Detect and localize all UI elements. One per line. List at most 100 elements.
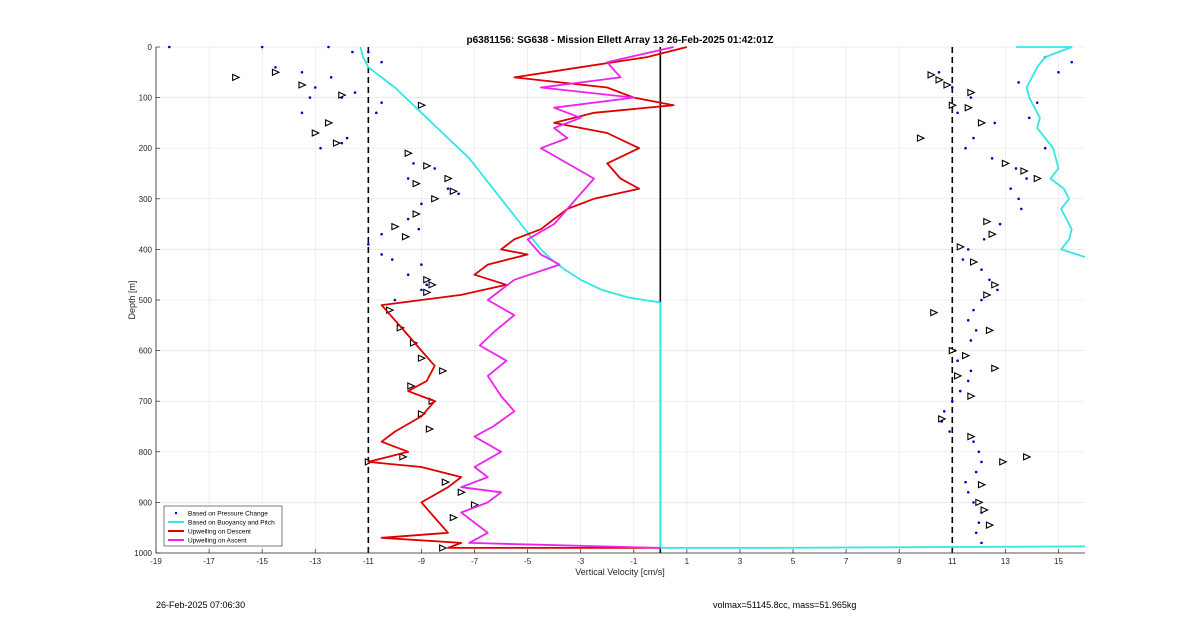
triangle-marker	[948, 101, 958, 110]
triangle-marker	[441, 478, 451, 487]
pressure-point	[1070, 60, 1074, 64]
triangle-marker	[1023, 453, 1032, 461]
pressure-point	[457, 192, 460, 196]
triangle-marker	[962, 351, 971, 360]
pressure-point	[340, 141, 344, 145]
legend-label: Based on Buoyancy and Pitch	[188, 519, 275, 526]
legend-swatch	[174, 511, 178, 515]
triangle-marker	[311, 129, 321, 137]
triangle-marker	[988, 230, 997, 239]
pressure-point	[980, 541, 983, 545]
pressure-point	[977, 521, 981, 524]
pressure-point	[966, 248, 970, 251]
pressure-point	[948, 430, 951, 433]
triangle-marker	[338, 91, 347, 99]
pressure-point	[417, 227, 421, 231]
pressure-point	[319, 146, 322, 150]
pressure-point	[433, 167, 437, 170]
triangle-marker	[449, 513, 459, 522]
pressure-point	[380, 253, 383, 256]
y-tick-label: 0	[148, 43, 153, 52]
x-tick-label: 11	[948, 557, 957, 566]
pressure-point	[313, 86, 317, 89]
triangle-marker	[935, 76, 944, 84]
triangle-marker	[324, 119, 334, 127]
x-tick-label: 7	[844, 557, 849, 566]
footer-vol-mass: volmax=51145.8cc, mass=51.965kg	[713, 600, 857, 610]
triangle-marker	[404, 149, 413, 158]
pressure-point	[393, 298, 397, 302]
triangle-marker	[967, 432, 976, 441]
pressure-point	[969, 96, 973, 99]
x-axis-label: Vertical Velocity [cm/s]	[575, 567, 665, 577]
triangle-marker	[431, 194, 440, 203]
triangle-marker	[943, 81, 952, 89]
pressure-point	[972, 440, 975, 443]
series-line	[359, 46, 1086, 549]
triangle-marker	[1033, 174, 1043, 183]
triangle-marker	[332, 139, 342, 147]
pressure-point	[972, 308, 975, 312]
x-tick-label: -5	[524, 557, 532, 566]
triangle-marker	[298, 81, 307, 89]
triangle-marker	[401, 232, 411, 241]
triangle-marker	[457, 488, 467, 497]
triangle-marker	[991, 364, 1000, 373]
triangle-marker	[271, 68, 281, 77]
pressure-point	[996, 288, 999, 292]
pressure-point	[380, 232, 383, 236]
pressure-point	[937, 71, 941, 74]
series-layer	[167, 45, 1086, 552]
x-tick-label: -3	[577, 557, 585, 566]
triangle-marker	[999, 458, 1008, 466]
pressure-point	[420, 263, 423, 266]
triangle-marker	[985, 326, 995, 335]
triangle-marker	[423, 288, 432, 297]
triangle-marker	[423, 275, 432, 284]
pressure-point	[353, 91, 357, 94]
pressure-point	[406, 177, 410, 180]
triangle-marker	[428, 280, 437, 289]
pressure-point	[1017, 81, 1020, 84]
pressure-point	[260, 45, 264, 49]
triangle-marker	[927, 70, 936, 79]
triangle-marker	[967, 392, 976, 400]
pressure-point	[972, 501, 975, 504]
triangle-marker	[412, 179, 421, 188]
legend-label: Based on Pressure Change	[188, 510, 268, 517]
triangle-marker	[983, 217, 992, 226]
x-tick-label: 13	[1001, 557, 1010, 566]
pressure-point	[956, 111, 959, 115]
pressure-point	[327, 45, 330, 49]
triangle-marker	[964, 103, 974, 112]
pressure-point	[1009, 187, 1012, 190]
triangle-marker	[1020, 167, 1029, 175]
x-tick-label: -1	[630, 557, 638, 566]
y-tick-label: 300	[139, 195, 153, 204]
pressure-point	[964, 146, 967, 150]
pressure-point	[998, 222, 1002, 226]
triangle-marker	[417, 101, 427, 110]
x-tick-label: 9	[897, 557, 902, 566]
pressure-point	[961, 258, 965, 261]
pressure-point	[1035, 101, 1039, 104]
legend: Based on Pressure Change Based on Buoyanc…	[163, 505, 283, 547]
triangle-marker	[985, 521, 995, 530]
x-tick-label: 3	[738, 557, 743, 566]
pressure-point	[950, 86, 954, 89]
y-tick-label: 200	[139, 144, 153, 153]
pressure-point	[300, 71, 304, 74]
triangle-marker	[449, 187, 459, 196]
pressure-point	[969, 369, 973, 373]
y-tick-label: 100	[139, 94, 153, 103]
triangle-marker	[975, 498, 984, 507]
pressure-point	[380, 60, 383, 64]
triangle-marker	[956, 243, 966, 251]
x-tick-label: -7	[471, 557, 479, 566]
pressure-point	[974, 531, 978, 535]
y-tick-label: 600	[139, 347, 153, 356]
triangle-marker	[444, 174, 453, 183]
pressure-point	[974, 329, 978, 332]
x-tick-label: 1	[685, 557, 690, 566]
